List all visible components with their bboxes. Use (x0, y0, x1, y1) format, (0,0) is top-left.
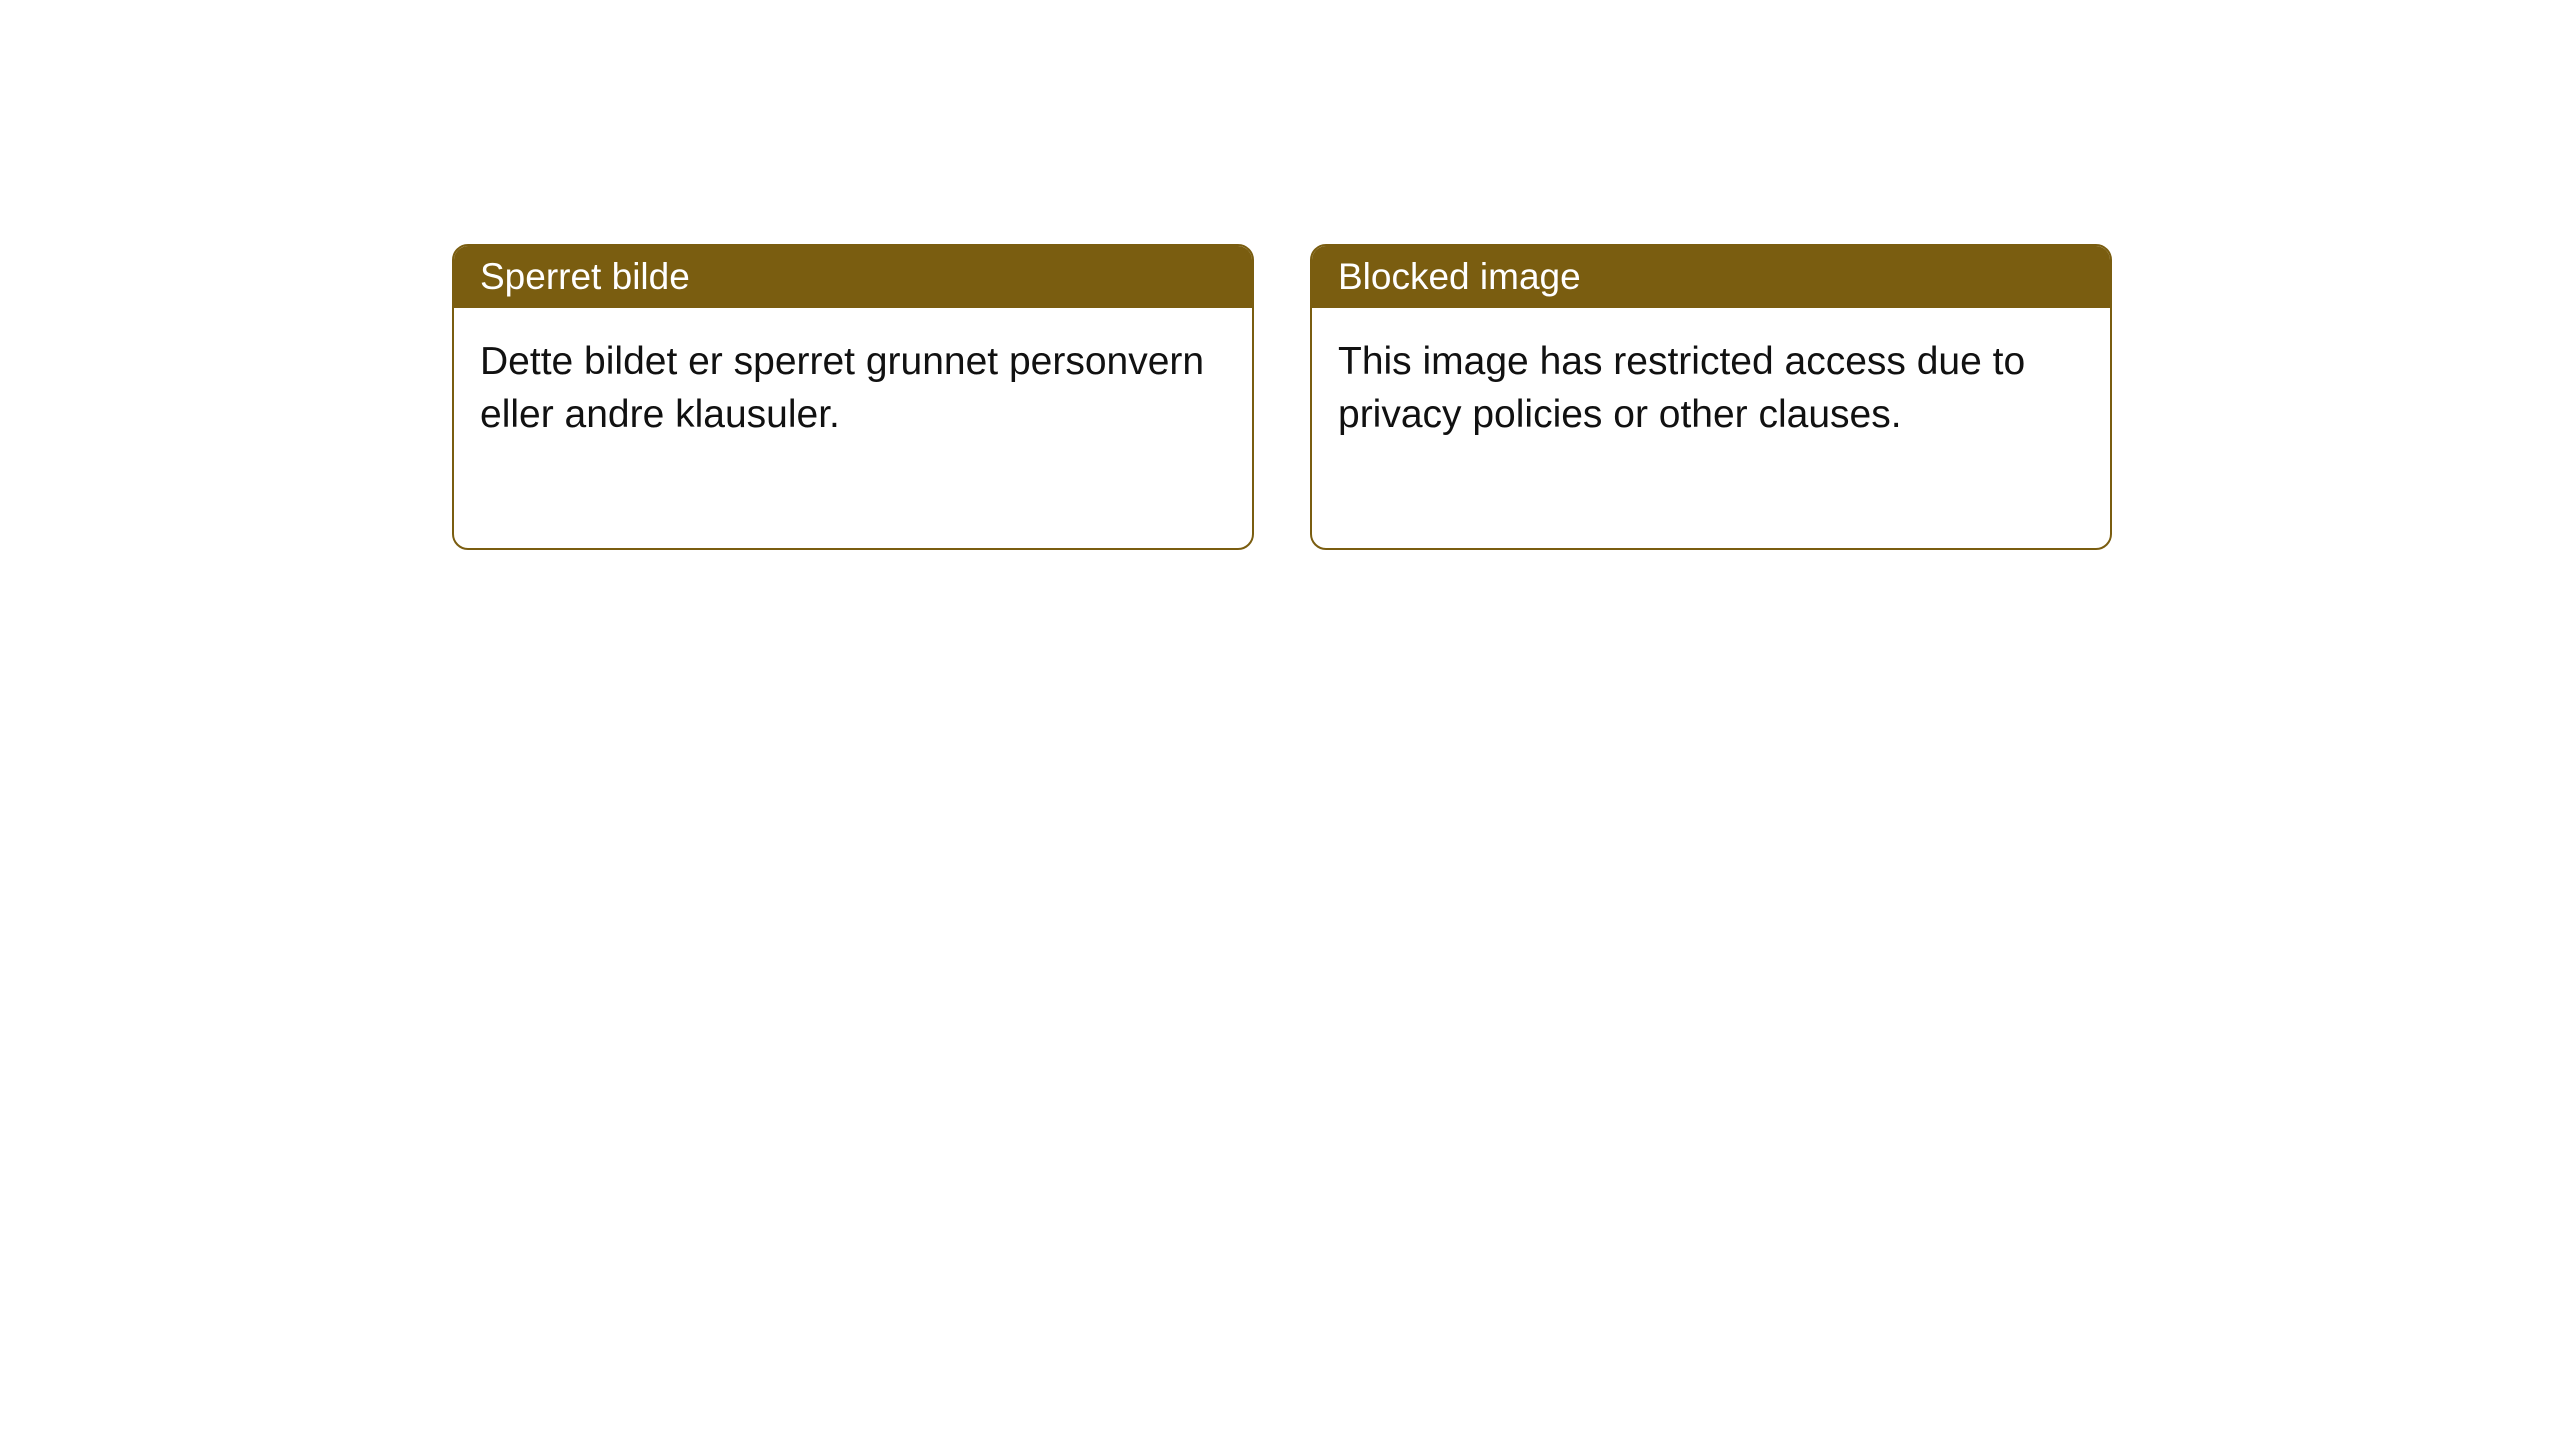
notice-container: Sperret bilde Dette bildet er sperret gr… (0, 0, 2560, 550)
notice-card-english: Blocked image This image has restricted … (1310, 244, 2112, 550)
notice-card-norwegian: Sperret bilde Dette bildet er sperret gr… (452, 244, 1254, 550)
notice-body: Dette bildet er sperret grunnet personve… (454, 308, 1252, 548)
notice-title: Sperret bilde (454, 246, 1252, 308)
notice-title: Blocked image (1312, 246, 2110, 308)
notice-body: This image has restricted access due to … (1312, 308, 2110, 548)
